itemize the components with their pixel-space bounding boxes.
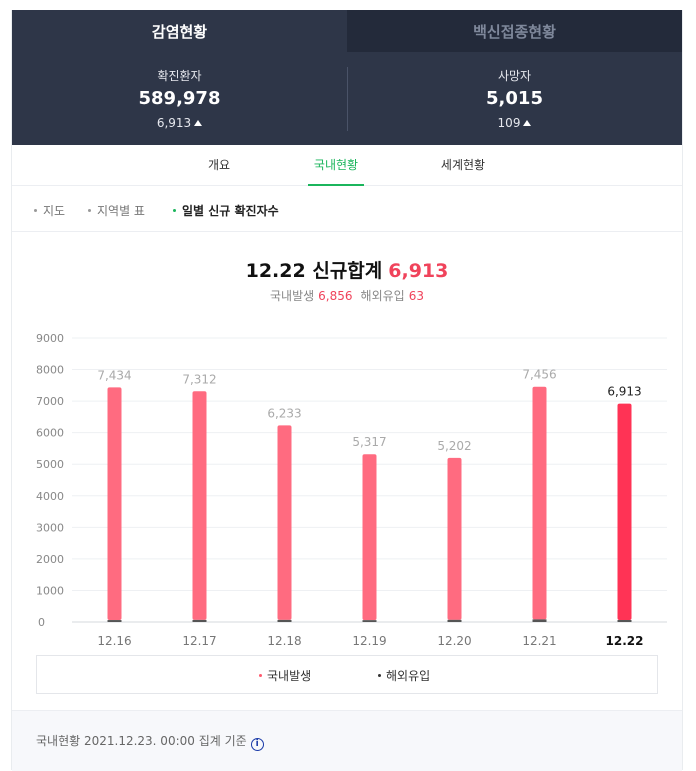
bar-total-label: 6,913	[607, 385, 641, 399]
bullet-icon	[88, 209, 91, 212]
increase-arrow-icon	[194, 120, 203, 126]
info-icon[interactable]: i	[250, 738, 264, 751]
deaths-change: 109	[347, 116, 682, 130]
legend-dot-icon	[259, 674, 262, 677]
x-tick-label: 12.16	[97, 634, 131, 648]
headline-total: 6,913	[388, 260, 449, 282]
bullet-icon	[34, 209, 37, 212]
bar-total-label: 5,317	[352, 435, 386, 449]
bar-overseas	[617, 620, 632, 622]
filter-map[interactable]: 지도	[34, 202, 65, 219]
bar-overseas	[107, 620, 122, 622]
y-tick-label: 0	[38, 616, 45, 629]
legend-overseas[interactable]: 해외유입	[378, 667, 430, 684]
tab-infection-status[interactable]: 감염현황	[12, 10, 347, 52]
footer-note-bar: 국내현황 2021.12.23. 00:00 집계 기준 i	[12, 710, 682, 771]
confirmed-change: 6,913	[12, 116, 347, 130]
y-tick-label: 6000	[36, 427, 64, 440]
bar-total-label: 7,434	[97, 368, 131, 382]
deaths-change-value: 109	[497, 116, 521, 130]
bar-overseas	[277, 619, 292, 622]
legend-domestic[interactable]: 국내발생	[259, 667, 311, 684]
confirmed-summary: 확진환자 589,978 6,913	[12, 52, 347, 145]
headline-date: 12.22	[245, 260, 306, 282]
y-tick-label: 3000	[36, 521, 64, 534]
filter-daily-cases[interactable]: 일별 신규 확진자수	[173, 202, 279, 219]
y-tick-label: 8000	[36, 364, 64, 377]
confirmed-label: 확진환자	[157, 69, 202, 83]
increase-arrow-icon	[523, 120, 532, 126]
subtab-domestic[interactable]: 국내현황	[308, 145, 364, 186]
confirmed-value: 589,978	[138, 88, 221, 109]
x-tick-label: 12.19	[352, 634, 386, 648]
filter-map-label: 지도	[43, 204, 66, 218]
footer-note: 국내현황 2021.12.23. 00:00 집계 기준 i	[36, 732, 264, 751]
legend-domestic-label: 국내발생	[267, 669, 312, 683]
daily-cases-bar-chart: 0 1000 2000 3000 4000 5000 6000 7000 8000 9000 7,4…	[36, 332, 667, 648]
bar-domestic	[617, 403, 632, 621]
bar-overseas	[362, 620, 377, 622]
bullet-icon	[173, 209, 176, 212]
x-tick-label: 12.18	[267, 634, 301, 648]
filter-daily-cases-label: 일별 신규 확진자수	[182, 204, 279, 218]
overseas-label: 해외유입	[360, 289, 405, 303]
bar-total-label: 5,202	[437, 439, 471, 453]
x-tick-label: 12.20	[437, 634, 471, 648]
bar-total-label: 6,233	[267, 406, 301, 420]
deaths-summary: 사망자 5,015 109	[347, 52, 682, 145]
deaths-value: 5,015	[486, 88, 543, 109]
bar-domestic	[532, 386, 547, 620]
subtab-global[interactable]: 세계현황	[440, 158, 486, 172]
chart-subline: 국내발생 6,856 해외유입 63	[12, 287, 682, 304]
covid-dashboard: 감염현황 백신접종현황 확진환자 589,978 6,913 사망자 5,015…	[11, 10, 683, 771]
y-tick-label: 1000	[36, 584, 64, 597]
summary-divider	[347, 67, 348, 131]
bar-overseas	[532, 619, 547, 622]
footer-note-text: 국내현황 2021.12.23. 00:00 집계 기준	[36, 734, 247, 748]
x-tick-label: 12.22	[606, 634, 644, 648]
chart-headline: 12.22 신규합계 6,913	[12, 256, 682, 283]
confirmed-change-value: 6,913	[156, 116, 192, 130]
bar-domestic	[362, 454, 377, 621]
legend-dot-icon	[378, 674, 381, 677]
y-tick-label: 9000	[36, 332, 64, 345]
bar-domestic	[107, 387, 122, 621]
bar-overseas	[192, 619, 207, 622]
domestic-label: 국내발생	[270, 289, 315, 303]
domestic-value: 6,856	[318, 289, 353, 303]
y-tick-label: 2000	[36, 553, 64, 566]
filter-region-table-label: 지역별 표	[97, 204, 145, 218]
bar-domestic	[447, 457, 462, 620]
top-tab-bar: 감염현황 백신접종현황	[12, 10, 682, 52]
summary-panel: 확진환자 589,978 6,913 사망자 5,015 109	[12, 52, 682, 145]
headline-title: 신규합계	[312, 260, 383, 282]
bar-total-label: 7,456	[522, 368, 556, 382]
tab-vaccination-status[interactable]: 백신접종현황	[347, 10, 682, 52]
bar-total-label: 7,312	[182, 372, 216, 386]
x-tick-label: 12.17	[182, 634, 216, 648]
bar-overseas	[447, 619, 462, 622]
legend-overseas-label: 해외유입	[386, 669, 431, 683]
x-tick-label: 12.21	[522, 634, 556, 648]
bar-domestic	[192, 391, 207, 620]
y-tick-label: 7000	[36, 395, 64, 408]
filter-region-table[interactable]: 지역별 표	[88, 202, 145, 219]
deaths-label: 사망자	[497, 69, 532, 83]
bar-domestic	[277, 425, 292, 620]
chart-legend: 국내발생 해외유입	[36, 655, 658, 694]
view-filter-bar: 지도 지역별 표 일별 신규 확진자수	[12, 186, 682, 232]
y-tick-label: 4000	[36, 490, 64, 503]
y-tick-label: 5000	[36, 458, 64, 471]
subtab-overview[interactable]: 개요	[207, 158, 231, 172]
overseas-value: 63	[408, 289, 424, 303]
sub-tab-bar: 개요 국내현황 세계현황	[12, 145, 682, 186]
